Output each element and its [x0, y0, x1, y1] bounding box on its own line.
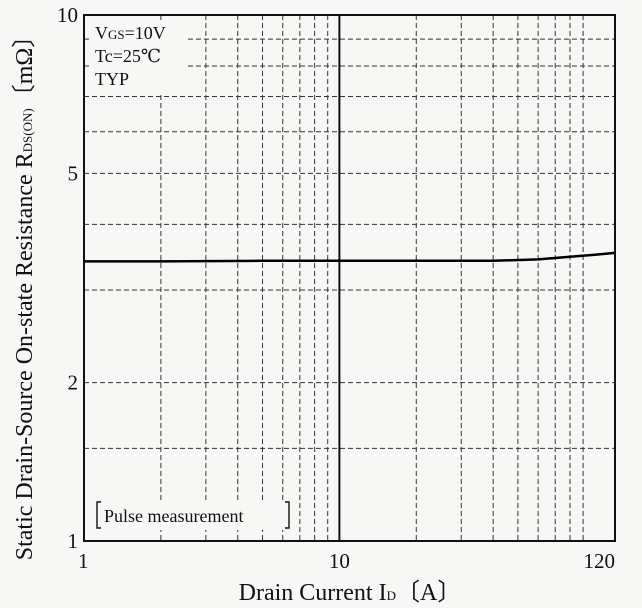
x-tick-label: 10	[329, 549, 350, 573]
major-grid-lines	[84, 15, 616, 541]
y-tick-label: 5	[68, 161, 79, 185]
y-axis-symbol: R	[12, 152, 38, 168]
vgs-annotation: VGS=10V	[95, 23, 166, 43]
series-line	[84, 251, 616, 263]
tc-annotation: Tc=25℃	[95, 46, 161, 66]
x-axis-unit: 〔A〕	[396, 580, 461, 606]
grid-lines	[84, 15, 615, 541]
vgs-symbol: V	[95, 23, 108, 43]
x-tick-label: 120	[584, 549, 616, 573]
plot-frame	[83, 14, 616, 542]
pulse-measurement-label: Pulse measurement	[104, 506, 243, 526]
tick-labels: 1 10 120 1 2 5 10	[57, 3, 615, 573]
series-lines	[84, 251, 616, 263]
y-tick-label: 2	[68, 371, 79, 395]
vgs-value: =10V	[125, 23, 166, 43]
x-axis-title-main: Drain Current	[239, 580, 379, 606]
vgs-subscript: GS	[108, 27, 125, 42]
y-tick-label: 10	[57, 3, 78, 27]
y-axis-title: Static Drain-Source On-state Resistance …	[12, 24, 38, 560]
x-axis-subscript: D	[387, 588, 396, 603]
y-axis-unit: 〔mΩ〕	[12, 24, 38, 109]
pulse-label-background	[95, 500, 291, 530]
y-tick-label: 1	[68, 529, 79, 553]
annotation-background	[92, 20, 187, 92]
x-tick-label: 1	[78, 549, 89, 573]
pulse-bracket-right	[285, 501, 290, 529]
y-axis-subscript: DS(ON)	[20, 108, 35, 152]
x-axis-symbol: I	[379, 580, 387, 606]
y-axis-title-main: Static Drain-Source On-state Resistance	[12, 168, 38, 560]
pulse-bracket-left	[96, 501, 101, 529]
typ-annotation: TYP	[95, 69, 129, 89]
x-axis-title: Drain Current ID〔A〕	[239, 580, 462, 606]
